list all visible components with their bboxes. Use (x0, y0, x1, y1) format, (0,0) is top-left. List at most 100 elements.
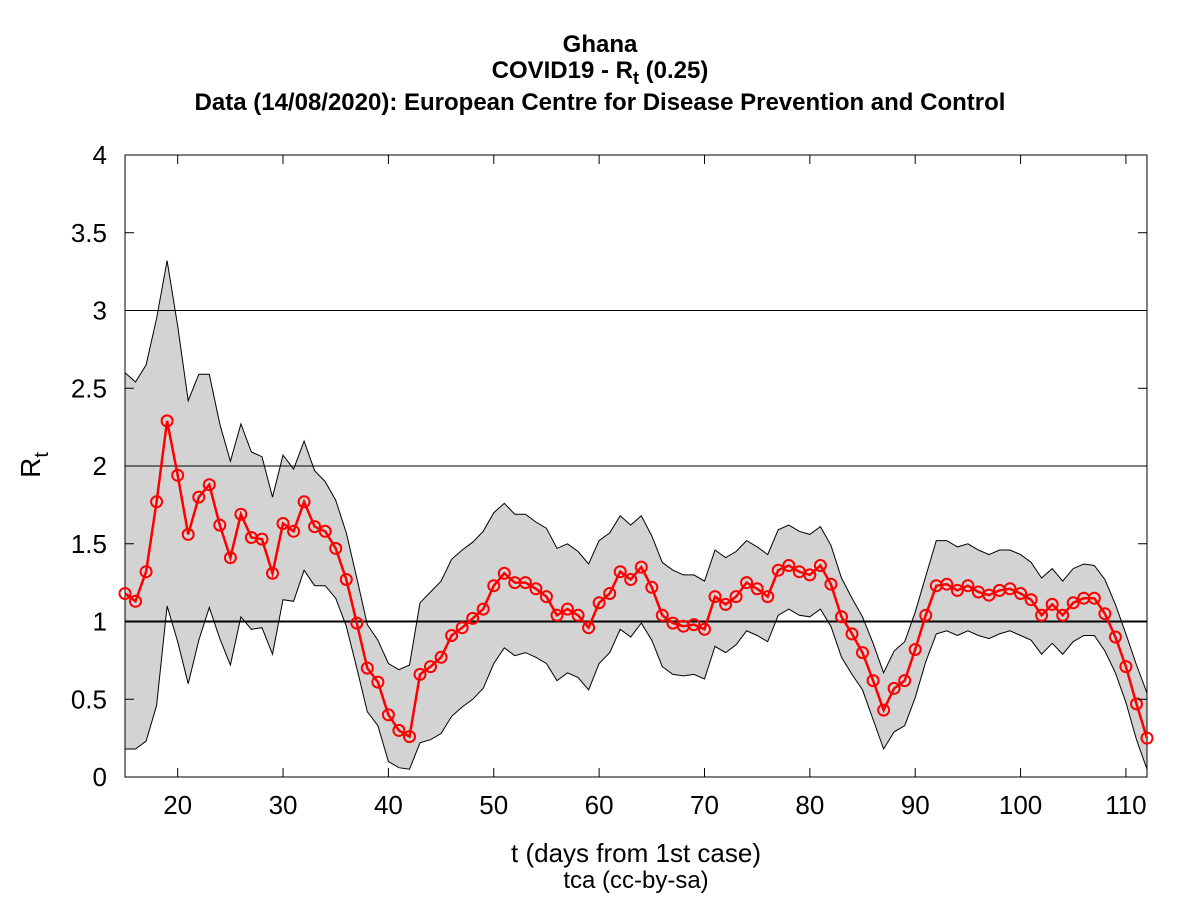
data-point (1066, 596, 1080, 610)
upper-bound-line (124, 260, 1148, 694)
data-point (698, 622, 711, 636)
data-point (297, 495, 311, 509)
data-point (455, 621, 469, 635)
x-tick-label: 70 (690, 790, 719, 820)
data-point (561, 602, 574, 616)
data-point (350, 616, 364, 630)
data-point (824, 577, 838, 591)
data-point (1024, 593, 1038, 607)
data-point (592, 596, 606, 610)
data-point (908, 643, 922, 656)
y-tick-label: 2 (93, 451, 107, 481)
data-point (603, 587, 617, 600)
data-point (287, 524, 301, 538)
data-point (266, 566, 279, 580)
data-point (234, 507, 248, 521)
tick-labels-layer: 0 0.5 1 1.5 2 2.5 3 3.5 4 20 30 40 50 60 70 80 90 100 110 (71, 140, 1147, 820)
data-point (360, 661, 374, 675)
data-point (782, 559, 796, 572)
data-point (329, 541, 343, 555)
data-point (487, 579, 501, 593)
reference-lines-layer (125, 310, 1147, 623)
data-point (719, 597, 733, 611)
data-point (761, 590, 775, 604)
data-point (539, 590, 553, 604)
y-tick-label: 1.5 (71, 529, 107, 559)
data-point (476, 602, 490, 616)
data-point (160, 414, 174, 428)
data-point (392, 723, 406, 737)
y-tick-label: 3 (93, 296, 107, 326)
data-point (518, 576, 532, 590)
x-tick-label: 100 (999, 790, 1042, 820)
credit-label: tca (cc-by-sa) (563, 867, 708, 894)
data-point (1140, 731, 1154, 745)
data-point (771, 563, 785, 577)
data-point (466, 611, 480, 625)
data-point (645, 580, 659, 594)
y-tick-label: 4 (93, 140, 107, 170)
data-point (655, 608, 669, 622)
data-point (803, 568, 817, 582)
data-point (424, 660, 437, 674)
x-tick-label: 40 (374, 790, 403, 820)
data-point (150, 495, 164, 509)
data-point (582, 621, 596, 635)
estimate-series-layer (118, 414, 1154, 745)
y-tick-label: 0.5 (71, 684, 107, 714)
chart-title-metric-suffix: (0.25) (639, 57, 709, 84)
data-point (371, 675, 385, 689)
data-point (1035, 608, 1049, 622)
chart-title-metric-subscript: t (633, 67, 639, 88)
x-axis-label: t (days from 1st case) (511, 838, 761, 868)
chart-title-country: Ghana (562, 31, 638, 58)
data-point (1045, 597, 1059, 611)
y-axis-label: Rt (15, 452, 53, 478)
confidence-band (125, 260, 1147, 770)
data-point (982, 588, 996, 602)
x-tick-label: 50 (479, 790, 508, 820)
y-tick-label: 0 (93, 762, 107, 792)
data-point (223, 551, 237, 565)
data-point (919, 608, 933, 622)
x-tick-label: 110 (1105, 790, 1146, 820)
chart-title-source: Data (14/08/2020): European Centre for D… (194, 89, 1006, 116)
data-point (1130, 697, 1143, 711)
data-point (1056, 608, 1070, 622)
data-point (192, 490, 206, 504)
data-point (308, 520, 322, 534)
x-tick-label: 30 (269, 790, 298, 820)
y-axis-label-main: R (15, 458, 46, 478)
data-point (129, 594, 142, 608)
data-point (213, 518, 227, 532)
data-point (729, 590, 743, 604)
y-tick-label: 2.5 (71, 373, 107, 403)
data-point (887, 681, 901, 695)
data-point (813, 559, 827, 572)
data-point (961, 579, 975, 593)
data-point (318, 524, 332, 538)
data-point (1119, 660, 1133, 674)
data-point (845, 627, 859, 641)
x-tick-label: 80 (795, 790, 824, 820)
y-tick-label: 3.5 (71, 218, 107, 248)
chart-title-metric: COVID19 - Rt (0.25) (0, 58, 1200, 91)
data-point (139, 565, 153, 579)
data-point (550, 608, 564, 622)
data-point (950, 583, 964, 597)
data-point (740, 576, 754, 590)
x-tick-label: 60 (585, 790, 614, 820)
data-point (750, 582, 764, 596)
data-point (866, 674, 880, 688)
data-point (940, 577, 954, 591)
data-point (634, 560, 648, 574)
data-point (1098, 607, 1112, 621)
x-tick-label: 90 (901, 790, 930, 820)
data-point (613, 565, 627, 579)
data-point (1108, 630, 1122, 644)
x-tick-label: 20 (163, 790, 192, 820)
data-point (339, 573, 353, 586)
data-point (708, 590, 722, 604)
